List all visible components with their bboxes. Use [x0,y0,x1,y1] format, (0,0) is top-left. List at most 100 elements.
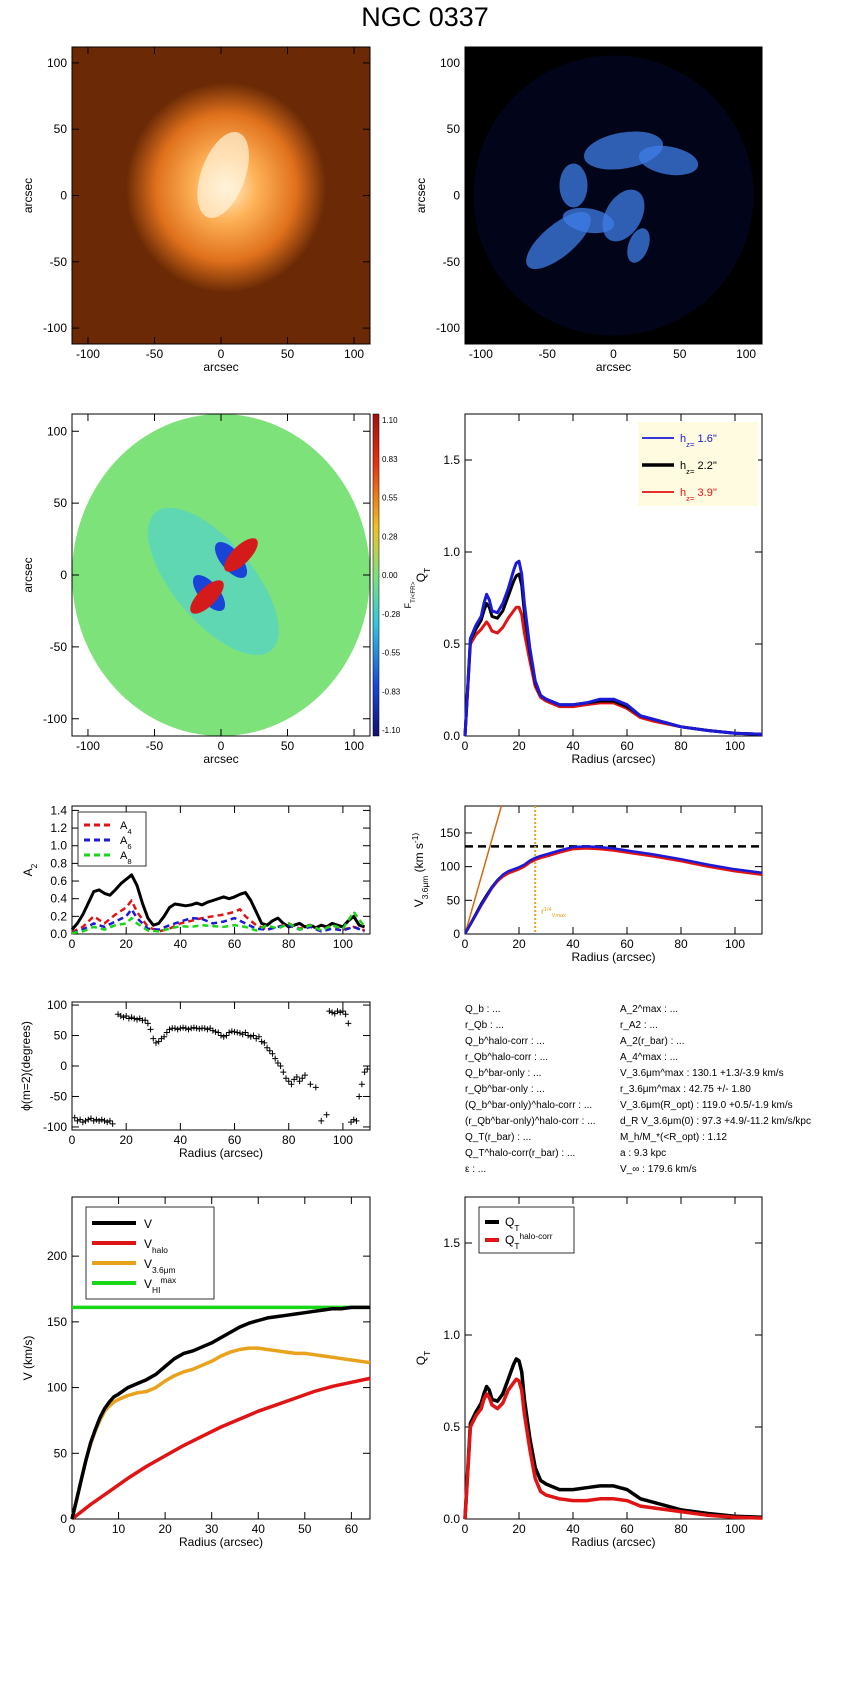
x-tick-label: 10 [112,1522,126,1536]
y-tick-label: 1.0 [50,839,67,853]
image-panel-residual: -100 -50 0 50 100 -100 -50 0 50 100 arcsec arcsec [414,46,763,374]
image-panel-3p6um: -100 -50 0 50 100 -100 -50 0 50 100 arcsec arcsec [21,46,371,374]
galaxy-bar [197,132,249,218]
y-tick-label: -100 [436,321,460,335]
phase-point [161,1033,168,1040]
phase-point [163,1029,170,1036]
phase-point [215,1029,222,1036]
x-tick-label: 0 [69,937,76,951]
y-tick-label: -50 [443,255,461,269]
y-tick-label: 150 [47,1315,67,1329]
y-axis-label: arcsec [21,178,35,213]
phase-point [318,1117,325,1124]
y-tick-label: 0 [60,189,67,203]
phase-point [261,1039,268,1046]
phase-point [312,1084,319,1091]
x-tick-label: 80 [282,1133,296,1147]
y-tick-label: -100 [43,712,67,726]
phase-point [201,1025,208,1032]
rotation-halo-panel: 0 10 20 30 40 50 60 0 50 100 150 200 Radius (arcsec)… [21,1196,371,1549]
phase-point [117,1013,124,1020]
colorbar-tick-label: -0.83 [382,687,401,696]
phase-point [274,1059,281,1066]
y-tick-label: 0.2 [50,909,67,923]
phase-point [96,1117,103,1124]
phase-point [228,1028,235,1035]
series-line [465,847,762,934]
info-left-row: Q_b^bar-only : ... [465,1068,542,1079]
colorbar-tick-label: -0.55 [382,649,401,658]
y-tick-label: 1.0 [443,545,460,559]
phase-point [329,1009,336,1016]
page-title: NGC 0337 [361,2,489,32]
y-tick-label: 200 [47,1249,67,1263]
rotation-3p6-panel: 0 20 40 60 80 100 0 50 100 150 Radius (arcsec) V3.6… [410,805,763,964]
phase-point [358,1081,365,1088]
x-tick-label: 0 [462,1522,469,1536]
phase-point [269,1050,276,1057]
series-line [463,572,763,737]
y-tick-label: 0.4 [50,892,67,906]
series-line [70,1305,370,1520]
info-left-row: Q_T(r_bar) : ... [465,1132,532,1143]
phase-point [74,1117,81,1124]
phase-point [196,1025,203,1032]
phase-point [242,1029,249,1036]
phase-point [361,1069,368,1076]
y-tick-label: 50 [54,496,68,510]
y-tick-label: 0.5 [443,637,460,651]
y-tick-label: 100 [47,424,67,438]
colorbar-tick-label: -0.28 [382,610,401,619]
info-left-row: Q_b : ... [465,1004,501,1015]
x-axis-label: Radius (arcsec) [571,752,655,766]
x-tick-label: 0 [69,1522,76,1536]
residual-arm [638,145,699,176]
phase-point [101,1117,108,1124]
x-tick-label: 40 [566,1522,580,1536]
x-tick-label: 80 [674,739,688,753]
plot-frame [71,1001,371,1131]
phase-point [266,1047,273,1054]
rmax-label: r1/4Vmax [541,907,566,919]
y-tick-label: -100 [43,321,67,335]
phase-point [71,1114,78,1121]
noise-disk [473,55,754,336]
phase-point [353,1117,360,1124]
y-tick-label: 0 [453,189,460,203]
plot-frame [71,805,371,935]
info-right-row: A_2^max : ... [620,1004,679,1015]
info-right-row: r_3.6μm^max : 42.75 +/- 1.80 [620,1084,751,1095]
residual-arm [559,163,588,208]
y-tick-label: 1.4 [50,803,67,817]
legend-entry: hz= 3.9'' [680,487,717,503]
force-map-panel: -100 -50 0 50 100 -100 -50 0 50 100 arcsec arcsec 1.… [21,413,417,766]
info-left-row: r_Qb : ... [465,1020,504,1031]
phase-panel: 0 20 40 60 80 100 -100 -50 0 50 100 Radius (arcsec)… [19,998,371,1160]
x-axis-label: arcsec [203,752,238,766]
legend-entry: A6 [120,835,132,851]
phase-point [142,1017,149,1024]
phase-point [174,1026,181,1033]
phase-point [356,1093,363,1100]
x-tick-label: 20 [120,937,134,951]
phase-point [166,1026,173,1033]
phase-point [190,1024,197,1031]
phase-point [236,1030,243,1037]
phase-point [185,1026,192,1033]
series-line [70,1376,371,1521]
info-left-row: ε : ... [465,1164,487,1175]
y-tick-label: 50 [447,122,461,136]
phase-point [152,1039,159,1046]
residual-arm [562,207,615,234]
phase-point [280,1069,287,1076]
y-tick-label: -50 [50,255,68,269]
legend-entry: QThalo-corr [505,1231,553,1251]
x-tick-label: 60 [228,1133,242,1147]
info-right-row: d_R V_3.6μm(0) : 97.3 +4.9/-11.2 km/s/kp… [620,1116,811,1127]
colorbar-tick-label: -1.10 [382,726,401,735]
series-line [463,559,763,737]
legend-entry: hz= 2.2'' [680,460,717,476]
x-tick-label: 100 [725,1522,745,1536]
legend-box [478,1206,575,1254]
y-axis-label: V3.6μm (km s-1) [410,833,430,908]
